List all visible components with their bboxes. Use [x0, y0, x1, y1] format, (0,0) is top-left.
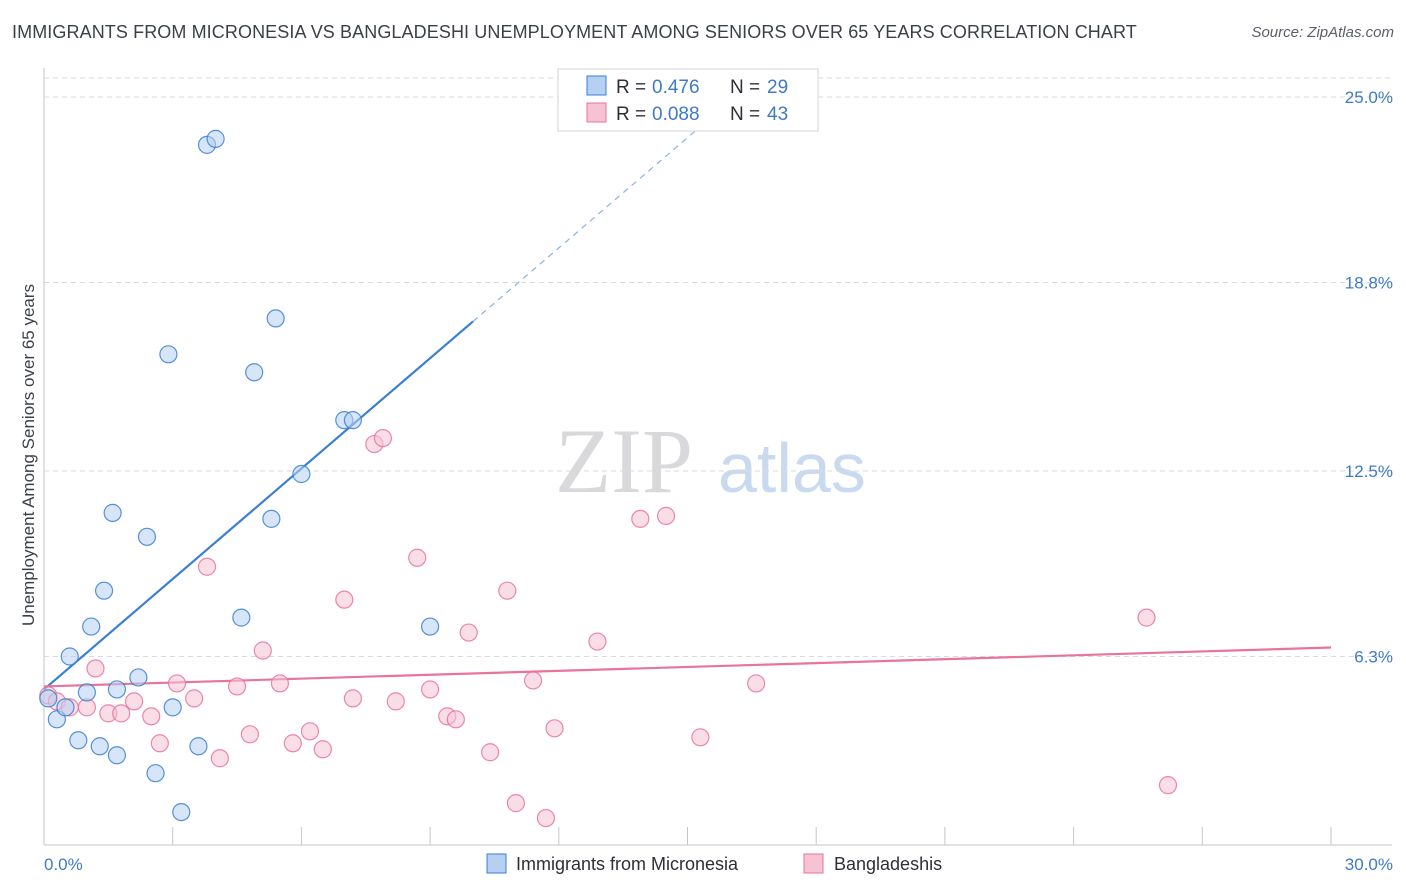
bangladeshis-point-43 [1158, 776, 1178, 795]
micronesia-point-24 [266, 309, 285, 328]
chart-source: Source: ZipAtlas.com [1251, 24, 1394, 41]
bangladeshis-point-12 [197, 557, 217, 576]
bangladeshis-point-8 [142, 707, 161, 726]
bangladeshis-point-39 [656, 506, 676, 525]
bottom-legend-blue-swatch [486, 853, 507, 874]
micronesia-point-13 [137, 527, 157, 546]
bangladeshis-point-15 [240, 725, 260, 744]
bangladeshis-point-37 [588, 632, 607, 651]
micronesia-point-14 [146, 764, 165, 783]
legend-pink-n-label: N = [730, 104, 760, 125]
y-tick-label-2: 18.8% [1345, 274, 1393, 293]
bottom-legend-pink-swatch [803, 853, 824, 874]
legend-pink-swatch [586, 102, 607, 123]
micronesia-point-16 [163, 698, 182, 717]
micronesia-point-5 [77, 683, 97, 702]
legend-pink-n-value: 43 [767, 104, 788, 125]
bangladeshis-point-33 [506, 794, 526, 813]
y-tick-label-0: 6.3% [1354, 648, 1393, 667]
bangladeshis-trend-line [43, 646, 1332, 688]
micronesia-point-21 [232, 608, 251, 627]
x-tick-label-0: 0.0% [44, 855, 83, 874]
micronesia-point-3 [60, 647, 79, 666]
bangladeshis-point-9 [150, 734, 169, 753]
legend-pink-r-label: R = [616, 104, 646, 125]
bangladeshis-point-19 [300, 722, 320, 741]
x-tick-label-1: 30.0% [1345, 855, 1393, 874]
bottom-legend-micronesia: Immigrants from Micronesia [516, 854, 739, 874]
micronesia-point-11 [107, 680, 127, 699]
chart-title: IMMIGRANTS FROM MICRONESIA VS BANGLADESH… [12, 22, 1137, 42]
gridlines [44, 77, 1392, 658]
micronesia-point-25 [292, 464, 311, 484]
bottom-legend-bangladeshis: Bangladeshis [834, 854, 942, 874]
micronesia-point-4 [69, 731, 88, 750]
micronesia-point-17 [172, 802, 191, 822]
bangladeshis-points [39, 428, 1178, 828]
trend-lines [43, 111, 1332, 691]
micronesia-trend-extension [472, 111, 718, 322]
bangladeshis-point-31 [481, 743, 500, 762]
micronesia-point-0 [39, 689, 58, 708]
legend-blue-r-value: 0.476 [652, 77, 700, 98]
micronesia-point-15 [159, 345, 178, 364]
micronesia-trend-line [43, 320, 474, 691]
bangladeshis-point-6 [112, 704, 131, 723]
micronesia-point-8 [94, 581, 114, 600]
bangladeshis-point-7 [124, 692, 144, 711]
legend-blue-n-value: 29 [767, 77, 788, 98]
bangladeshis-point-10 [167, 674, 187, 693]
legend-blue-r-label: R = [616, 77, 646, 98]
micronesia-point-27 [343, 411, 362, 430]
bangladeshis-point-18 [283, 734, 302, 753]
bangladeshis-point-21 [335, 590, 354, 609]
bangladeshis-point-27 [421, 680, 440, 699]
bangladeshis-point-22 [343, 689, 362, 708]
bangladeshis-point-17 [270, 674, 290, 693]
micronesia-point-2 [56, 698, 75, 717]
series-legend: Immigrants from Micronesia Bangladeshis [486, 853, 942, 874]
legend-blue-swatch [586, 75, 607, 96]
bangladeshis-point-29 [446, 710, 465, 729]
micronesia-point-6 [82, 617, 101, 636]
bangladeshis-point-30 [459, 623, 478, 642]
micronesia-point-23 [262, 509, 281, 528]
bangladeshis-point-34 [523, 671, 543, 690]
bangladeshis-point-24 [373, 428, 393, 448]
bangladeshis-point-25 [386, 692, 405, 711]
bangladeshis-point-32 [498, 581, 517, 600]
micronesia-points [39, 129, 440, 822]
y-tick-label-3: 25.0% [1345, 88, 1393, 107]
bangladeshis-point-42 [1137, 608, 1156, 627]
bangladeshis-point-41 [747, 674, 766, 693]
bangladeshis-point-38 [631, 509, 650, 528]
bangladeshis-point-20 [313, 740, 332, 759]
micronesia-point-10 [107, 746, 127, 765]
bangladeshis-point-36 [545, 719, 564, 738]
bangladeshis-point-13 [210, 749, 229, 768]
watermark-zip: ZIP [555, 410, 693, 512]
bangladeshis-point-14 [227, 677, 247, 696]
micronesia-point-18 [189, 737, 208, 756]
micronesia-point-20 [206, 129, 225, 148]
bangladeshis-point-26 [408, 548, 427, 567]
bangladeshis-point-35 [536, 808, 556, 828]
watermark-atlas: atlas [718, 429, 866, 507]
micronesia-point-22 [245, 363, 264, 382]
bangladeshis-point-11 [185, 689, 204, 708]
legend-pink-r-value: 0.088 [652, 104, 700, 125]
micronesia-point-12 [129, 668, 148, 687]
y-tick-label-1: 12.5% [1345, 462, 1393, 481]
legend-blue-n-label: N = [730, 77, 760, 98]
bangladeshis-point-4 [86, 659, 105, 678]
bangladeshis-point-40 [691, 728, 710, 747]
micronesia-point-28 [421, 617, 440, 636]
axes: 6.3% 12.5% 18.8% 25.0% 0.0% 30.0% [43, 68, 1393, 874]
micronesia-point-7 [90, 737, 109, 756]
micronesia-point-9 [103, 503, 122, 522]
y-axis-label: Unemployment Among Seniors over 65 years [19, 284, 38, 626]
bangladeshis-point-16 [253, 641, 272, 660]
stats-legend: R = 0.476 N = 29 R = 0.088 N = 43 [557, 68, 819, 132]
